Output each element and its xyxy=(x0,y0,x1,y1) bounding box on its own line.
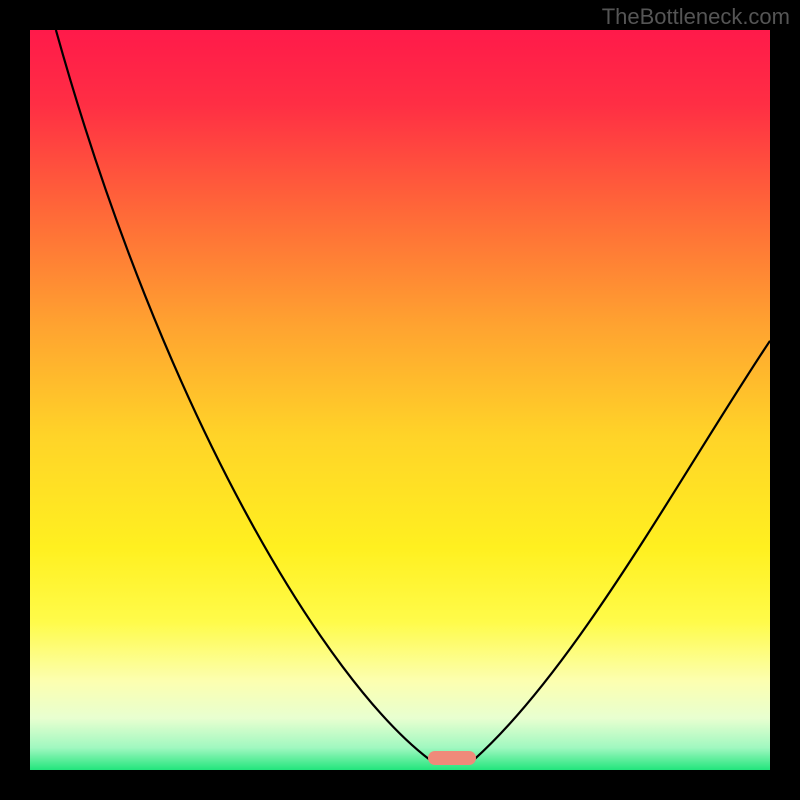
bottleneck-curve xyxy=(30,30,770,770)
optimal-marker-pill xyxy=(428,751,476,765)
watermark-text: TheBottleneck.com xyxy=(602,4,790,30)
plot-area xyxy=(30,30,770,770)
chart-frame: { "watermark": { "text": "TheBottleneck.… xyxy=(0,0,800,800)
